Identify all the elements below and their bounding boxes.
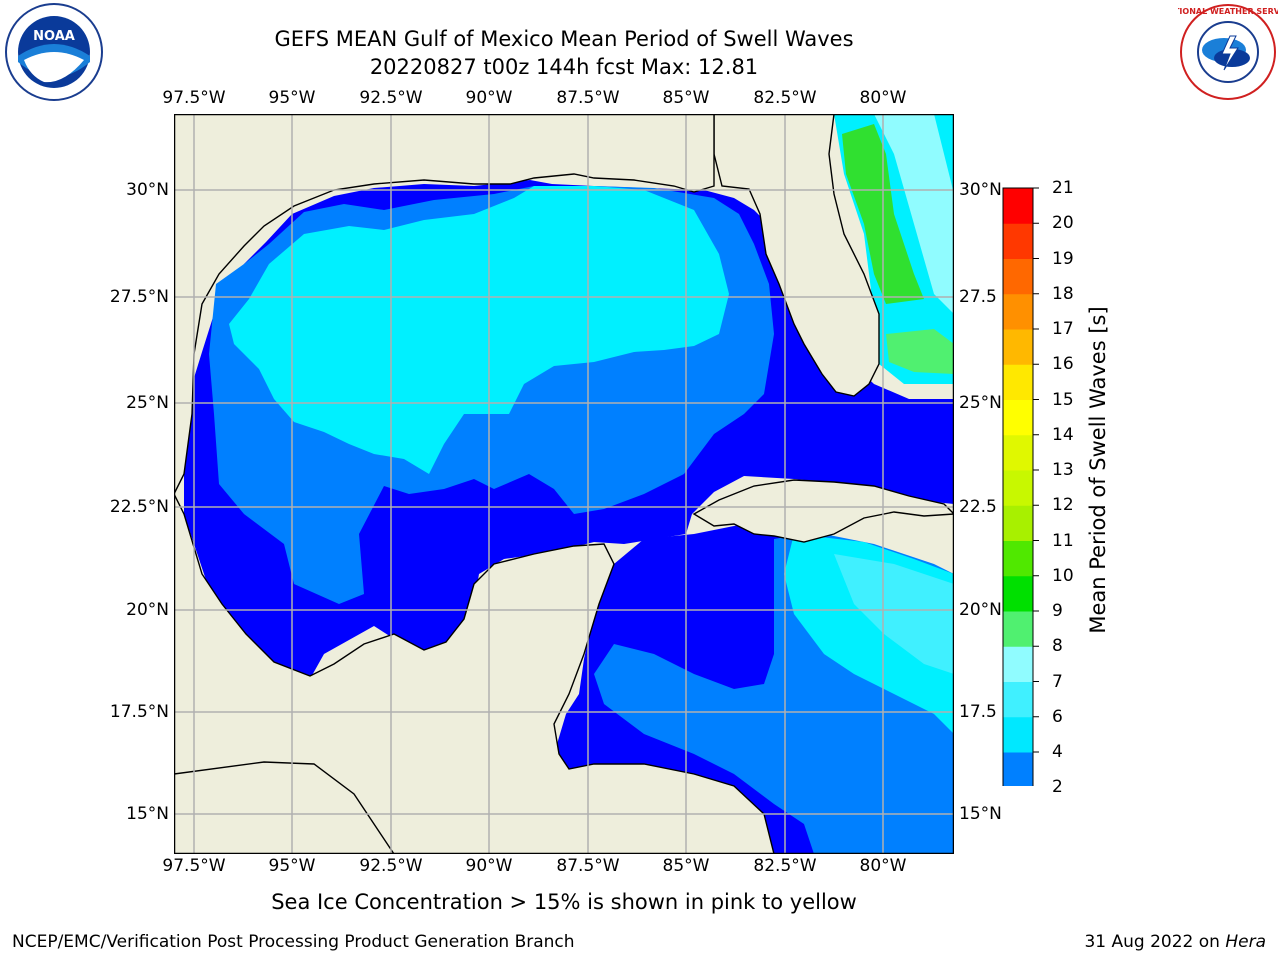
colorbar-tick-label: 19 [1052, 248, 1074, 269]
colorbar-segment [1003, 646, 1033, 682]
colorbar-tick-label: 7 [1052, 671, 1063, 692]
lon-tick-bottom-92-5: 92.5°W [359, 856, 423, 876]
colorbar-tick-label: 4 [1052, 742, 1063, 762]
lon-tick-bottom-82-5: 82.5°W [753, 856, 817, 876]
nws-logo-text: NATIONAL WEATHER SERVICE [1178, 7, 1278, 16]
caribbean-light-cyan [834, 554, 954, 674]
lat-tick-right-22-5: 22.5 [959, 497, 997, 517]
cuba [692, 479, 954, 543]
lat-tick-right-20: 20°N [959, 600, 1002, 620]
colorbar-tick-label: 14 [1052, 424, 1074, 445]
colorbar-tick-label: 11 [1052, 530, 1074, 551]
florida-peninsula [713, 114, 880, 397]
colorbar-segment [1003, 293, 1033, 330]
lon-tick-top-85: 85°W [662, 88, 710, 108]
colorbar-segment [1003, 752, 1033, 786]
sea-ice-note: Sea Ice Concentration > 15% is shown in … [271, 890, 857, 914]
map-title: GEFS MEAN Gulf of Mexico Mean Period of … [274, 27, 854, 51]
footer-machine: Hera [1225, 932, 1266, 952]
gulf-map [174, 114, 954, 854]
lat-tick-left-15: 15°N [126, 804, 169, 824]
lat-tick-right-15: 15°N [959, 804, 1002, 824]
lon-tick-bottom-90: 90°W [465, 856, 513, 876]
colorbar-tick-label: 13 [1052, 460, 1074, 480]
atlantic-light-cyan [874, 114, 954, 314]
colorbar-tick-label: 10 [1052, 565, 1074, 586]
lon-tick-bottom-87-5: 87.5°W [556, 856, 620, 876]
colorbar-segment [1003, 399, 1033, 436]
colorbar-tick-label: 17 [1052, 319, 1074, 339]
lat-tick-right-25: 25°N [959, 393, 1002, 413]
lon-tick-top-95: 95°W [268, 88, 316, 108]
colorbar-segment [1003, 611, 1033, 647]
lon-tick-top-82-5: 82.5°W [753, 88, 817, 108]
colorbar-segment [1003, 258, 1033, 295]
footer-date-text: 31 Aug 2022 on [1084, 932, 1226, 952]
lon-tick-bottom-97-5: 97.5°W [162, 856, 226, 876]
colorbar-tick-label: 2 [1052, 777, 1063, 798]
map-subtitle: 20220827 t00z 144h fcst Max: 12.81 [369, 55, 759, 79]
graticule [174, 114, 954, 854]
atlantic-green-south [886, 329, 954, 374]
lat-tick-left-25: 25°N [126, 393, 169, 413]
colorbar-tick-label: 8 [1052, 636, 1063, 657]
colorbar-segment [1003, 540, 1033, 577]
footer-credit: NCEP/EMC/Verification Post Processing Pr… [12, 932, 575, 952]
colorbar-segment [1003, 188, 1033, 224]
lon-tick-top-87-5: 87.5°W [556, 88, 620, 108]
colorbar-tick-label: 18 [1052, 283, 1074, 304]
colorbar-tick-label: 15 [1052, 389, 1074, 410]
colorbar-segment [1003, 716, 1033, 753]
colorbar-segment [1003, 329, 1033, 365]
map-frame [174, 114, 954, 854]
colorbar-frame [1002, 187, 1034, 786]
colorbar-tick-label: 16 [1052, 354, 1074, 375]
lat-tick-left-20: 20°N [126, 600, 169, 620]
lon-tick-top-90: 90°W [465, 88, 513, 108]
lat-tick-left-30: 30°N [126, 180, 169, 200]
lon-tick-bottom-95: 95°W [268, 856, 316, 876]
lat-tick-left-17-5: 17.5°N [109, 702, 169, 722]
colorbar-segment [1003, 505, 1033, 541]
nws-logo: NATIONAL WEATHER SERVICE [1178, 4, 1278, 100]
colorbar-tick-label: 6 [1052, 706, 1063, 727]
colorbar-label: Mean Period of Swell Waves [s] [1086, 306, 1110, 634]
lat-tick-left-27-5: 27.5°N [109, 287, 169, 307]
lon-tick-top-80: 80°W [859, 88, 907, 108]
noaa-logo-text: NOAA [33, 29, 75, 44]
colorbar-tick-label: 21 [1052, 178, 1074, 198]
gulf-cyan-core [229, 186, 729, 474]
footer-date: 31 Aug 2022 on Hera [1084, 932, 1266, 952]
lon-tick-top-97-5: 97.5°W [162, 88, 226, 108]
lat-tick-right-30: 30°N [959, 180, 1002, 200]
lat-tick-right-27-5: 27.5 [959, 287, 997, 307]
colorbar-segment [1003, 434, 1033, 471]
lon-tick-bottom-80: 80°W [859, 856, 907, 876]
colorbar-segment [1003, 470, 1033, 506]
lat-tick-right-17-5: 17.5 [959, 702, 997, 722]
lon-tick-bottom-85: 85°W [662, 856, 710, 876]
colorbar-segment [1003, 575, 1033, 612]
colorbar-segment [1003, 223, 1033, 259]
colorbar-tick-label: 9 [1052, 601, 1063, 621]
noaa-logo: NOAA [5, 3, 103, 101]
colorbar [1002, 187, 1039, 786]
colorbar-segment [1003, 681, 1033, 718]
colorbar-tick-label: 12 [1052, 495, 1074, 516]
lon-tick-top-92-5: 92.5°W [359, 88, 423, 108]
colorbar-segment [1003, 364, 1033, 400]
colorbar-tick-label: 20 [1052, 213, 1074, 234]
yucatan-mexico [174, 493, 775, 854]
lat-tick-left-22-5: 22.5°N [109, 497, 169, 517]
